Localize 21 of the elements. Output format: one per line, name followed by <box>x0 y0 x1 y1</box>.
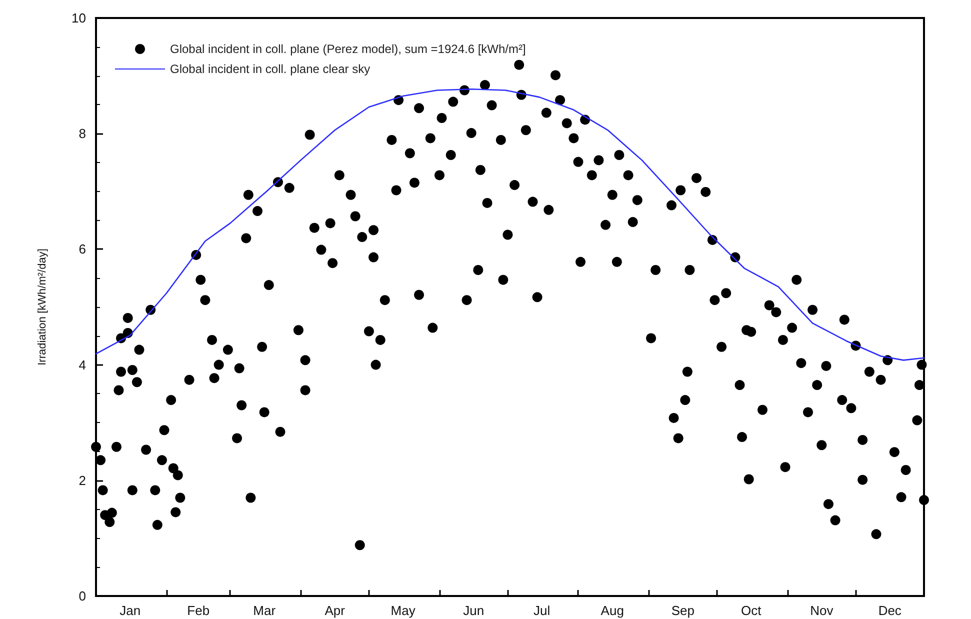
x-tick-label: Apr <box>324 603 346 618</box>
legend-label: Global incident in coll. plane clear sky <box>170 62 370 76</box>
x-tick-label: Jun <box>463 603 484 618</box>
x-tick-label: Mar <box>253 603 276 618</box>
legend-label: Global incident in coll. plane (Perez model), sum =1924.6 [kWh/m²] <box>170 42 526 56</box>
x-tick-label: Sep <box>671 603 694 618</box>
x-tick-label: Jul <box>534 603 550 618</box>
x-tick-label: Oct <box>741 603 762 618</box>
x-tick-label: Feb <box>187 603 210 618</box>
x-tick-label: Nov <box>810 603 834 618</box>
x-tick-label: Jan <box>120 603 141 618</box>
y-tick-label: 4 <box>78 357 86 372</box>
y-tick-label: 0 <box>78 588 86 604</box>
x-tick-label: Aug <box>600 603 624 618</box>
y-tick-label: 2 <box>78 472 86 488</box>
y-axis-title: Irradiation [kWh/m²/day] <box>36 248 48 366</box>
x-tick-label: May <box>390 603 416 618</box>
y-tick-label: 10 <box>72 10 86 26</box>
y-tick-label: 6 <box>78 242 86 257</box>
y-tick-label: 8 <box>78 126 86 142</box>
x-tick-label: Dec <box>878 603 902 618</box>
